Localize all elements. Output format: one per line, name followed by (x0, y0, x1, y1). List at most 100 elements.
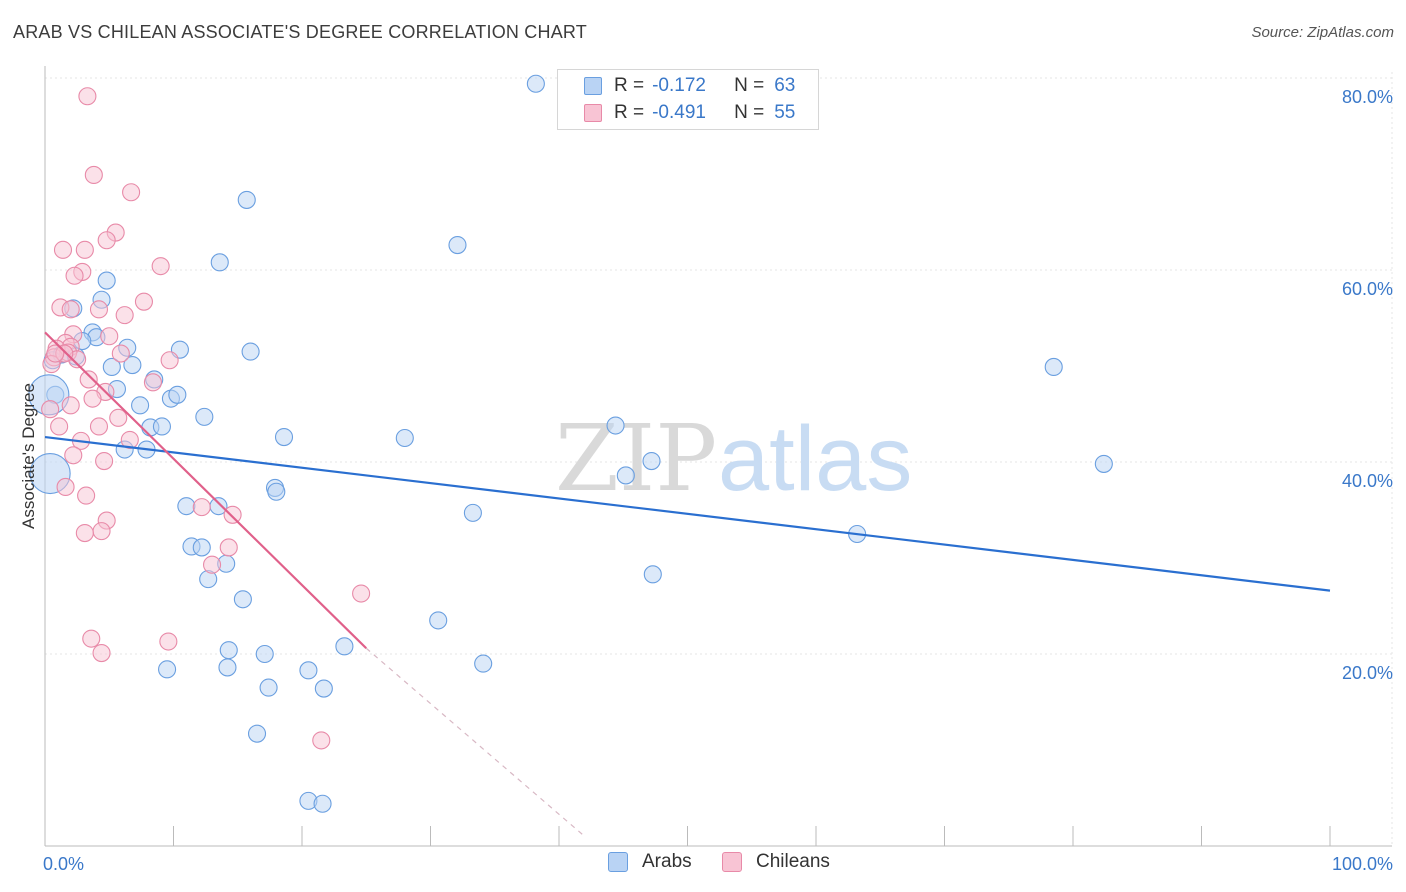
data-point (75, 523, 94, 543)
data-point (109, 408, 128, 427)
legend-label-chileans: Chileans (756, 851, 830, 872)
data-point (95, 451, 114, 471)
data-point (210, 253, 229, 272)
data-point (616, 466, 635, 485)
data-point (97, 271, 116, 290)
data-point (151, 257, 170, 276)
data-point (237, 190, 256, 209)
legend-r-value: -0.491 (652, 102, 706, 123)
y-axis-label: Associate's Degree (19, 383, 38, 529)
data-point (82, 629, 101, 648)
legend-row-arabs: R = -0.172 N = 63 (584, 74, 795, 98)
legend-swatch-chileans (584, 104, 602, 122)
data-point (352, 584, 371, 603)
chart-title: ARAB VS CHILEAN ASSOCIATE'S DEGREE CORRE… (13, 22, 587, 42)
data-point (192, 498, 211, 517)
legend-r-label: R = (614, 75, 645, 96)
data-point (429, 611, 448, 630)
data-point (56, 477, 75, 497)
data-point (177, 497, 196, 516)
data-point (463, 503, 482, 522)
data-point (152, 417, 171, 436)
data-point (395, 428, 414, 448)
data-point (111, 344, 130, 363)
data-point (89, 417, 109, 436)
data-point (97, 231, 116, 250)
data-point (474, 654, 493, 673)
legend-label-arabs: Arabs (642, 851, 692, 872)
y-tick-label: 20.0% (1342, 663, 1393, 683)
data-point (131, 396, 150, 415)
legend-r-value: -0.172 (652, 75, 706, 96)
data-point (267, 482, 286, 501)
data-point (122, 183, 141, 202)
data-point (134, 292, 153, 311)
legend-row-chileans: R = -0.491 N = 55 (584, 101, 795, 125)
data-point (41, 400, 60, 419)
y-tick-label: 60.0% (1342, 279, 1393, 299)
trend-line-extension (365, 647, 586, 837)
data-point (259, 678, 278, 697)
series-chileans (41, 87, 371, 750)
data-point (312, 731, 331, 750)
gridlines (45, 72, 1393, 846)
data-point (64, 446, 83, 465)
data-point (219, 538, 238, 557)
data-point (79, 370, 98, 389)
y-tick-label: 80.0% (1342, 87, 1393, 107)
axis-labels: 20.0% 40.0% 60.0% 80.0% 0.0% 100.0% Associate'… (19, 87, 1393, 874)
legend-swatch-arabs (608, 852, 628, 872)
data-point (50, 417, 69, 436)
data-point (65, 266, 84, 285)
data-point (313, 794, 332, 813)
legend-n-value: 63 (774, 75, 796, 96)
legend-r-label: R = (614, 102, 645, 123)
data-point (78, 87, 97, 106)
data-point (84, 165, 103, 185)
watermark-zip: ZIP (555, 405, 717, 512)
watermark: ZIP atlas (555, 405, 912, 512)
data-point (274, 427, 294, 447)
data-point (102, 357, 121, 377)
data-point (115, 306, 134, 325)
data-point (642, 451, 661, 471)
legend-item-arabs[interactable]: Arabs (608, 851, 692, 873)
data-point (219, 641, 238, 660)
legend-item-chileans[interactable]: Chileans (722, 851, 830, 873)
data-point (61, 396, 80, 415)
x-tick-label: 0.0% (43, 854, 84, 874)
legend-n-value: 55 (774, 102, 796, 123)
data-point (526, 74, 545, 93)
data-point (120, 430, 139, 449)
data-point (233, 590, 252, 609)
y-tick-label: 40.0% (1342, 471, 1393, 491)
data-point (218, 658, 237, 677)
data-point (92, 643, 111, 663)
data-point (143, 373, 162, 392)
x-tick-label: 100.0% (1332, 854, 1393, 874)
data-point (195, 407, 214, 426)
trend-lines (44, 331, 1331, 837)
trend-line (44, 435, 1331, 592)
data-point (159, 632, 178, 651)
data-point (241, 342, 260, 361)
legend-n-label: N = (734, 75, 765, 96)
data-point (89, 300, 109, 319)
data-point (314, 679, 333, 698)
data-point (1044, 357, 1063, 377)
watermark-atlas: atlas (718, 408, 912, 510)
data-point (123, 355, 142, 375)
series-legend: Arabs Chileans (0, 851, 1406, 877)
data-point (255, 644, 274, 664)
data-point (75, 240, 94, 259)
data-point (203, 555, 222, 574)
data-point (61, 300, 80, 319)
data-point (46, 344, 65, 363)
data-point (92, 522, 111, 541)
data-point (158, 660, 177, 679)
data-point (643, 565, 662, 584)
data-point (223, 505, 242, 524)
data-point (606, 416, 625, 435)
data-point (160, 351, 179, 370)
